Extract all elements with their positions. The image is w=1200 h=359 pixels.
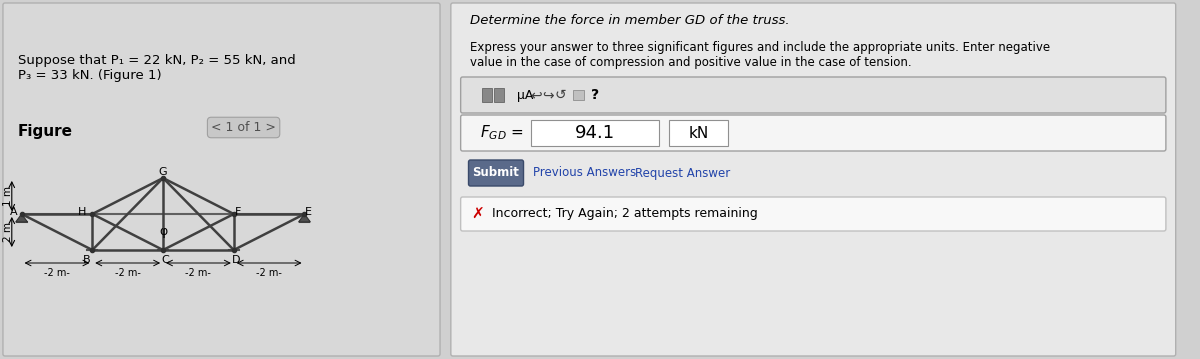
Polygon shape — [16, 214, 28, 222]
Text: $F_{GD}$ =: $F_{GD}$ = — [480, 123, 524, 143]
Text: ↺: ↺ — [554, 88, 565, 102]
Text: G: G — [158, 167, 167, 177]
Text: Request Answer: Request Answer — [635, 167, 730, 180]
Text: Figure: Figure — [18, 124, 73, 139]
Bar — [572, 90, 584, 100]
FancyBboxPatch shape — [468, 160, 523, 186]
Text: -2 m-: -2 m- — [115, 268, 140, 278]
Bar — [668, 120, 728, 146]
Text: A: A — [10, 207, 18, 217]
Text: -2 m-: -2 m- — [186, 268, 211, 278]
FancyBboxPatch shape — [451, 3, 1176, 356]
FancyBboxPatch shape — [461, 197, 1166, 231]
Text: B: B — [83, 255, 90, 265]
FancyBboxPatch shape — [461, 77, 1166, 113]
Text: Suppose that P₁ = 22 kN, P₂ = 55 kN, and
P₃ = 33 kN. (Figure 1): Suppose that P₁ = 22 kN, P₂ = 55 kN, and… — [18, 54, 295, 82]
Text: -2 m-: -2 m- — [44, 268, 70, 278]
Bar — [494, 88, 504, 102]
Text: 2 m: 2 m — [2, 222, 13, 242]
Text: Incorrect; Try Again; 2 attempts remaining: Incorrect; Try Again; 2 attempts remaini… — [492, 208, 758, 220]
Text: C: C — [161, 255, 169, 265]
Text: 94.1: 94.1 — [575, 124, 616, 142]
Text: F: F — [234, 207, 241, 217]
Text: H: H — [78, 207, 86, 217]
Text: D: D — [232, 255, 240, 265]
Text: < 1 of 1 >: < 1 of 1 > — [211, 121, 276, 134]
FancyBboxPatch shape — [461, 115, 1166, 151]
Text: kN: kN — [689, 126, 708, 140]
Text: Determine the force in member GD of the truss.: Determine the force in member GD of the … — [470, 14, 790, 27]
Text: ✗: ✗ — [470, 206, 484, 222]
Text: 1 m: 1 m — [2, 186, 13, 206]
Text: Previous Answers: Previous Answers — [533, 167, 636, 180]
Bar — [482, 88, 492, 102]
Text: μA: μA — [517, 89, 533, 102]
Text: -2 m-: -2 m- — [256, 268, 282, 278]
Text: Express your answer to three significant figures and include the appropriate uni: Express your answer to three significant… — [470, 41, 1051, 69]
Text: ↪: ↪ — [542, 88, 554, 102]
FancyBboxPatch shape — [2, 3, 440, 356]
Bar — [532, 120, 659, 146]
Text: E: E — [305, 207, 312, 217]
Text: ?: ? — [592, 88, 599, 102]
Polygon shape — [299, 214, 311, 222]
Text: φ: φ — [158, 225, 167, 238]
Text: ↩: ↩ — [530, 88, 542, 102]
Text: Submit: Submit — [473, 167, 520, 180]
